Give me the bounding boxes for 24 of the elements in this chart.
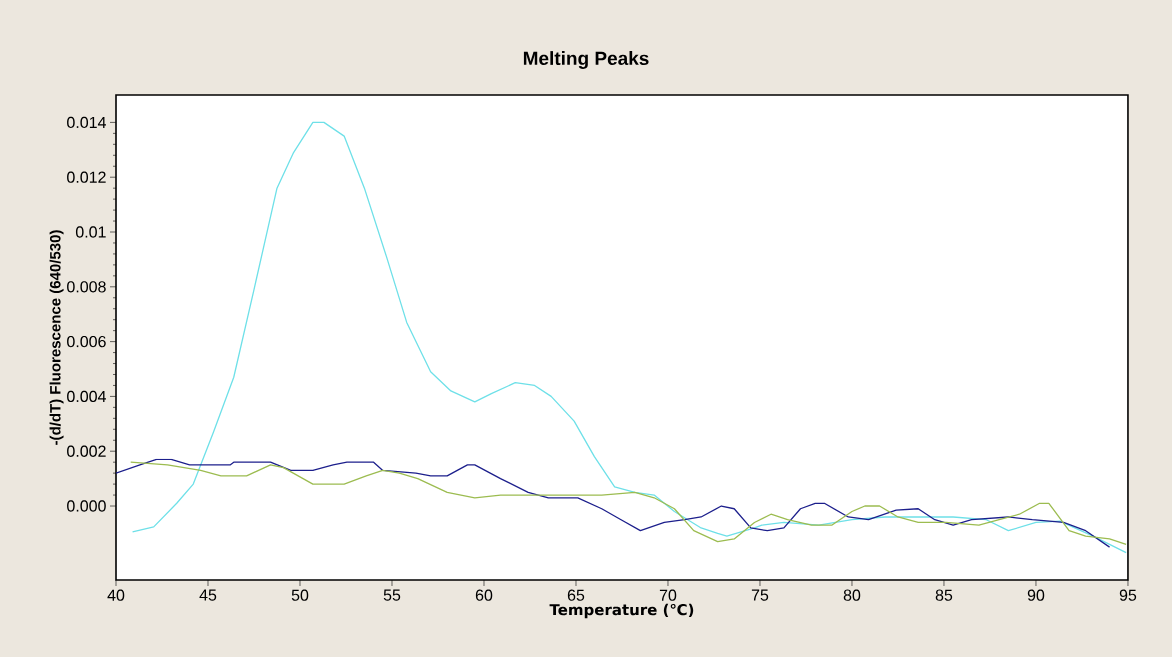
x-tick-label: 90 [1027,589,1045,601]
x-tick-label: 65 [567,589,585,601]
chart-title: Melting Peaks [523,51,649,69]
x-tick-label: 95 [1119,589,1137,601]
y-tick-label: 0.002 [67,445,106,457]
x-tick-label: 85 [935,589,953,601]
x-tick-label: 45 [199,589,217,601]
y-tick-label: 0.008 [67,281,106,293]
y-tick-label: 0.006 [67,335,106,348]
y-tick-label: 0.004 [67,390,106,403]
y-tick-label: 0.01 [75,226,106,238]
x-axis-title: Temperature (℃) [549,603,694,619]
y-axis-title: -(d/dT) Fluorescence (640/530) [49,230,64,445]
x-tick-label: 75 [751,589,769,601]
line-series [131,121,1127,554]
y-tick-label: 0.014 [67,116,106,129]
x-tick-label: 40 [107,589,125,601]
x-tick-label: 50 [291,589,309,601]
x-tick-label: 70 [659,589,677,601]
x-tick-label: 60 [475,589,493,601]
x-tick-label: 55 [383,589,401,601]
y-tick-label: 0.000 [67,500,106,512]
x-tick-label: 80 [843,589,861,601]
y-tick-label: 0.012 [67,171,106,183]
